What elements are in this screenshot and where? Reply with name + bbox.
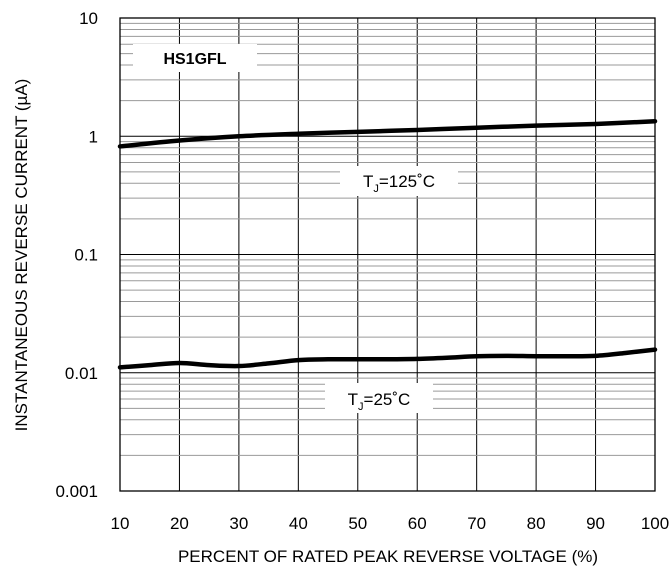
x-tick-labels: 10 20 30 40 50 60 70 80 90 100: [111, 514, 670, 533]
annotation-25c: TJ=25˚C: [348, 390, 411, 413]
x-tick-label: 20: [170, 514, 189, 533]
annotation-125c: TJ=125˚C: [363, 172, 435, 195]
x-tick-label: 50: [348, 514, 367, 533]
y-tick-label: 10: [79, 9, 98, 28]
annotation-box-125c: [340, 166, 458, 196]
x-tick-label: 60: [408, 514, 427, 533]
y-tick-label: 0.001: [55, 482, 98, 501]
x-tick-label: 10: [111, 514, 130, 533]
x-tick-label: 30: [229, 514, 248, 533]
y-tick-labels: 0.001 0.01 0.1 1 10: [55, 9, 98, 501]
x-tick-label: 70: [467, 514, 486, 533]
y-axis-title: INSTANTANEOUS REVERSE CURRENT (µA): [12, 79, 31, 432]
plot-frame: [119, 17, 656, 492]
annotation-box-25c: [325, 383, 433, 413]
x-tick-label: 100: [641, 514, 669, 533]
part-label: HS1GFL: [163, 51, 226, 68]
x-tick-label: 80: [527, 514, 546, 533]
y-tick-label: 0.1: [74, 246, 98, 265]
x-tick-label: 90: [586, 514, 605, 533]
part-label-box: [133, 44, 257, 72]
series-layer: [117, 118, 658, 370]
x-tick-label: 40: [289, 514, 308, 533]
x-axis-title: PERCENT OF RATED PEAK REVERSE VOLTAGE (%…: [178, 547, 598, 566]
y-tick-label: 0.01: [65, 364, 98, 383]
series-line-tj-25c: [117, 347, 658, 370]
series-line-tj-125c: [117, 118, 658, 149]
y-tick-label: 1: [89, 127, 98, 146]
grid: [120, 18, 655, 491]
